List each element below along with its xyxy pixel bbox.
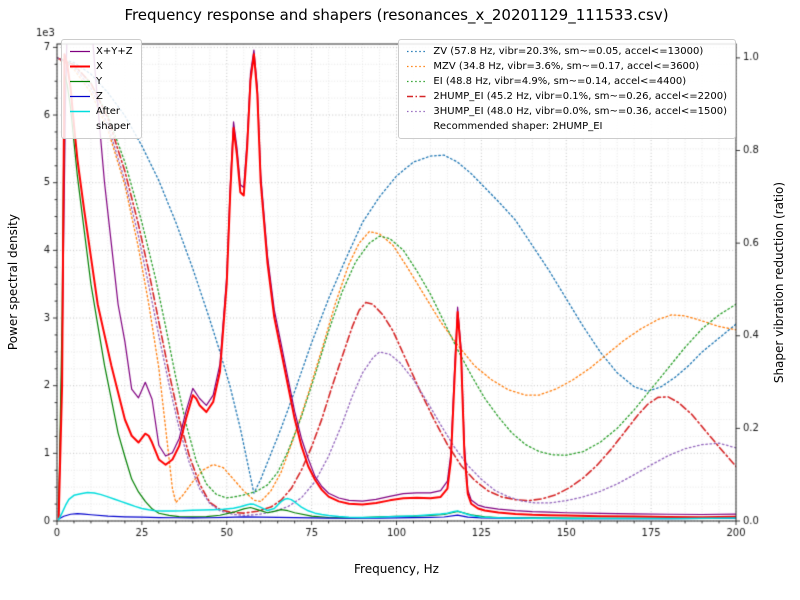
legend-item-ei: EI (48.8 Hz, vibr=4.9%, sm~=0.14, accel<… [407,74,727,89]
legend-item-y: Y [70,74,133,89]
y-line-swatch [70,80,90,83]
legend-item-mzv: MZV (34.8 Hz, vibr=3.6%, sm~=0.17, accel… [407,59,727,74]
y-right-axis-label: Shaper vibration reduction (ratio) [772,181,786,384]
x-line-swatch [70,65,90,68]
legend-psd: X+Y+Z X Y Z After shaper [61,39,142,139]
2hump-ei-line-swatch [407,95,428,98]
ei-line-swatch [407,80,428,83]
legend-item-z: Z [70,89,133,104]
zv-line-swatch [407,50,428,53]
legend-item-2hump-ei: 2HUMP_EI (45.2 Hz, vibr=0.1%, sm~=0.26, … [407,89,727,104]
mzv-line-swatch [407,65,428,68]
legend-shapers: ZV (57.8 Hz, vibr=20.3%, sm~=0.05, accel… [398,39,736,139]
legend-item-zv: ZV (57.8 Hz, vibr=20.3%, sm~=0.05, accel… [407,44,727,59]
xyz-line-swatch [70,50,90,53]
legend-item-after-shaper: After shaper [70,104,133,134]
legend-item-x: X [70,59,133,74]
recommended-shaper-note: Recommended shaper: 2HUMP_EI [433,121,603,132]
z-line-swatch [70,95,90,98]
chart-title: Frequency response and shapers (resonanc… [124,6,669,24]
after-shaper-line-swatch [70,110,90,113]
y-left-axis-label: Power spectral density [6,214,20,351]
legend-item-xyz: X+Y+Z [70,44,133,59]
legend-item-3hump-ei: 3HUMP_EI (48.0 Hz, vibr=0.0%, sm~=0.36, … [407,104,727,119]
x-axis-label: Frequency, Hz [354,562,439,576]
3hump-ei-line-swatch [407,110,428,113]
